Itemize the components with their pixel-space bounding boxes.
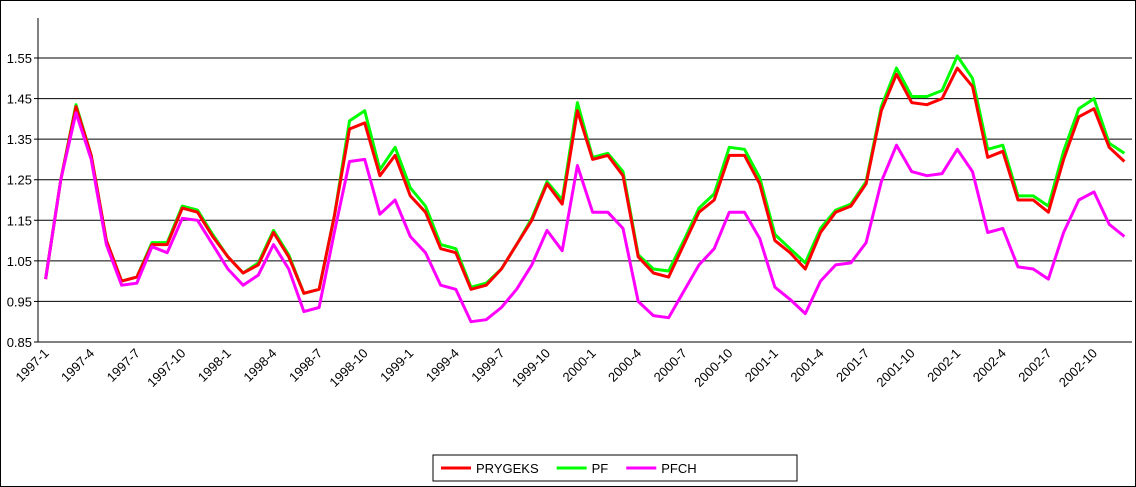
legend-label: PF bbox=[592, 461, 609, 476]
legend: PRYGEKS PF PFCH bbox=[432, 454, 798, 482]
series-line bbox=[44, 66, 1126, 295]
y-tick-label: 0.95 bbox=[7, 294, 32, 309]
legend-label: PRYGEKS bbox=[476, 461, 539, 476]
y-tick-label: 1.35 bbox=[7, 132, 32, 147]
y-tick-label: 1.05 bbox=[7, 254, 32, 269]
y-tick-label: 1.55 bbox=[7, 51, 32, 66]
series-line bbox=[44, 111, 1126, 324]
legend-label: PFCH bbox=[661, 461, 696, 476]
y-tick-label: 1.15 bbox=[7, 213, 32, 228]
y-tick-label: 0.85 bbox=[7, 335, 32, 350]
y-tick-label: 1.25 bbox=[7, 173, 32, 188]
legend-box bbox=[432, 454, 798, 482]
y-tick-label: 1.45 bbox=[7, 92, 32, 107]
